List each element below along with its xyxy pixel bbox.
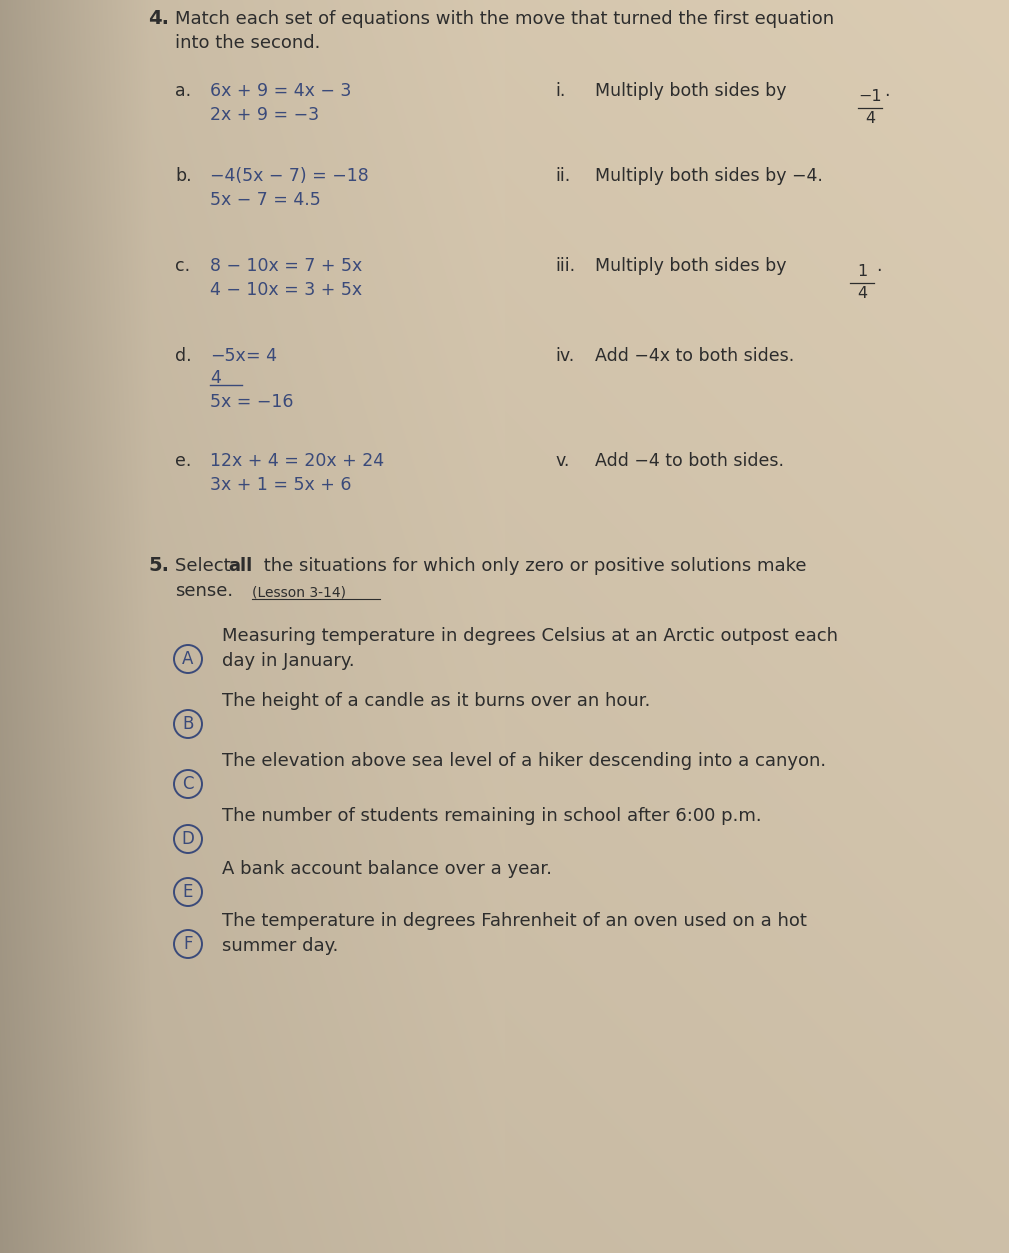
Text: The number of students remaining in school after 6:00 p.m.: The number of students remaining in scho…: [222, 807, 762, 824]
Text: the situations for which only zero or positive solutions make: the situations for which only zero or po…: [258, 558, 806, 575]
Text: The height of a candle as it burns over an hour.: The height of a candle as it burns over …: [222, 692, 651, 710]
Text: B: B: [183, 715, 194, 733]
Text: Add −4x to both sides.: Add −4x to both sides.: [595, 347, 794, 365]
Text: .: .: [876, 257, 882, 274]
Text: 3x + 1 = 5x + 6: 3x + 1 = 5x + 6: [210, 476, 351, 494]
Text: Multiply both sides by −4.: Multiply both sides by −4.: [595, 167, 823, 185]
Text: c.: c.: [175, 257, 190, 274]
Text: d.: d.: [175, 347, 192, 365]
Text: b.: b.: [175, 167, 192, 185]
Text: 2x + 9 = −3: 2x + 9 = −3: [210, 107, 319, 124]
Text: Multiply both sides by: Multiply both sides by: [595, 257, 786, 274]
Text: 4: 4: [210, 368, 221, 387]
Text: 1: 1: [857, 264, 867, 279]
Text: Measuring temperature in degrees Celsius at an Arctic outpost each: Measuring temperature in degrees Celsius…: [222, 626, 838, 645]
Text: 5x − 7 = 4.5: 5x − 7 = 4.5: [210, 190, 321, 209]
Text: v.: v.: [555, 452, 569, 470]
Text: Add −4 to both sides.: Add −4 to both sides.: [595, 452, 784, 470]
Text: sense.: sense.: [175, 581, 233, 600]
Text: summer day.: summer day.: [222, 937, 338, 955]
Text: A bank account balance over a year.: A bank account balance over a year.: [222, 860, 552, 878]
Text: ii.: ii.: [555, 167, 570, 185]
Text: day in January.: day in January.: [222, 652, 354, 670]
Text: −4(5x − 7) = −18: −4(5x − 7) = −18: [210, 167, 368, 185]
Text: 5.: 5.: [148, 556, 169, 575]
Text: 4 − 10x = 3 + 5x: 4 − 10x = 3 + 5x: [210, 281, 362, 299]
Text: 4.: 4.: [148, 9, 169, 28]
Text: a.: a.: [175, 81, 191, 100]
Text: iv.: iv.: [555, 347, 574, 365]
Text: Match each set of equations with the move that turned the first equation: Match each set of equations with the mov…: [175, 10, 834, 28]
Text: (Lesson 3-14): (Lesson 3-14): [252, 586, 346, 600]
Text: 4: 4: [857, 286, 867, 301]
Text: 12x + 4 = 20x + 24: 12x + 4 = 20x + 24: [210, 452, 384, 470]
Text: Multiply both sides by: Multiply both sides by: [595, 81, 786, 100]
Text: .: .: [884, 81, 890, 100]
Text: all: all: [228, 558, 252, 575]
Text: F: F: [184, 935, 193, 954]
Text: 5x = −16: 5x = −16: [210, 393, 294, 411]
Text: i.: i.: [555, 81, 565, 100]
Text: Select: Select: [175, 558, 236, 575]
Text: The elevation above sea level of a hiker descending into a canyon.: The elevation above sea level of a hiker…: [222, 752, 826, 771]
Text: D: D: [182, 829, 195, 848]
Text: into the second.: into the second.: [175, 34, 321, 53]
Text: The temperature in degrees Fahrenheit of an oven used on a hot: The temperature in degrees Fahrenheit of…: [222, 912, 807, 930]
Text: A: A: [183, 650, 194, 668]
Text: 4: 4: [865, 112, 875, 127]
Text: E: E: [183, 883, 193, 901]
Text: 6x + 9 = 4x − 3: 6x + 9 = 4x − 3: [210, 81, 351, 100]
Text: 8 − 10x = 7 + 5x: 8 − 10x = 7 + 5x: [210, 257, 362, 274]
Text: −5x: −5x: [210, 347, 246, 365]
Text: C: C: [183, 776, 194, 793]
Text: = 4: = 4: [246, 347, 277, 365]
Text: −1: −1: [859, 89, 882, 104]
Text: e.: e.: [175, 452, 192, 470]
Text: iii.: iii.: [555, 257, 575, 274]
